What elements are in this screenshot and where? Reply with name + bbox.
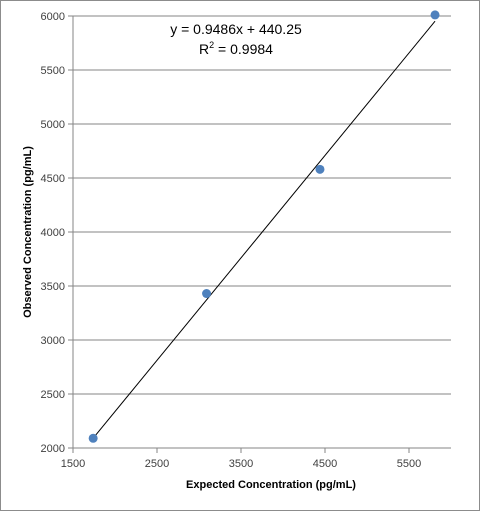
y-tick-label: 3500 xyxy=(41,281,65,293)
y-tick-label: 4500 xyxy=(41,173,65,185)
y-tick-label: 5500 xyxy=(41,65,65,77)
y-axis-title: Observed Concentration (pg/mL) xyxy=(22,146,34,318)
data-point xyxy=(88,433,98,443)
r-squared-value: = 0.9984 xyxy=(214,41,273,57)
r-squared-symbol: R xyxy=(199,41,209,57)
data-point xyxy=(315,164,325,174)
x-tick-labels: 1500 2500 3500 4500 5500 xyxy=(61,458,421,470)
x-tick-label: 4500 xyxy=(313,458,337,470)
x-tick-label: 2500 xyxy=(145,458,169,470)
trendline xyxy=(92,20,436,439)
x-axis-title: Expected Concentration (pg/mL) xyxy=(186,479,356,491)
y-tick-label: 5000 xyxy=(41,119,65,131)
y-tick-labels: 2000 2500 3000 3500 4000 4500 5000 5500 6000 xyxy=(41,11,65,455)
r-squared-exponent: 2 xyxy=(209,40,214,50)
y-tick-label: 2000 xyxy=(41,443,65,455)
x-tick-label: 1500 xyxy=(61,458,85,470)
trendline-equation: y = 0.9486x + 440.25 xyxy=(170,21,302,37)
y-tick-label: 3000 xyxy=(41,335,65,347)
y-tick-label: 4000 xyxy=(41,227,65,239)
x-tick-label: 5500 xyxy=(397,458,421,470)
gridlines xyxy=(68,15,451,453)
x-tick-label: 3500 xyxy=(229,458,253,470)
data-points xyxy=(88,10,440,443)
data-point xyxy=(202,289,212,299)
y-tick-label: 2500 xyxy=(41,389,65,401)
y-tick-label: 6000 xyxy=(41,11,65,23)
r-squared-label: R2 = 0.9984 xyxy=(199,40,273,57)
data-point xyxy=(430,10,440,20)
